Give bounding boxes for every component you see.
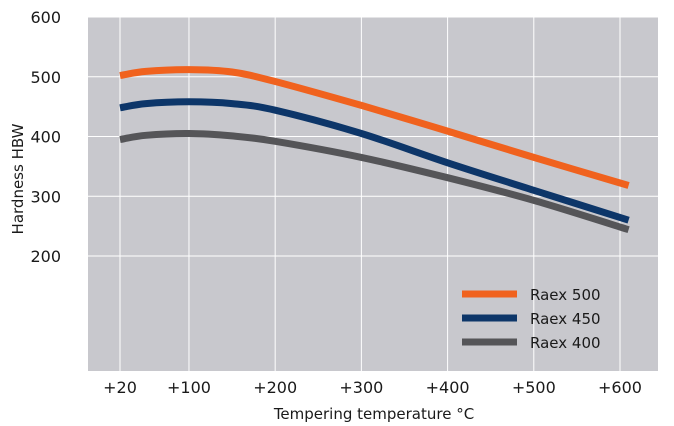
- x-axis-ticks: +20 +100 +200 +300 +400 +500 +600: [103, 378, 642, 397]
- x-tick-label: +100: [167, 378, 211, 397]
- series-lines: [119, 66, 630, 234]
- y-tick-label: 400: [30, 128, 61, 147]
- x-tick-label: +400: [426, 378, 470, 397]
- x-tick-label: +20: [103, 378, 137, 397]
- legend-label: Raex 500: [530, 286, 601, 304]
- y-tick-label: 300: [30, 187, 61, 206]
- series-line-raex-400: [119, 129, 630, 234]
- plot-area: [88, 17, 658, 371]
- legend-label: Raex 400: [530, 334, 601, 352]
- x-tick-label: +600: [598, 378, 642, 397]
- x-axis-title: Tempering temperature °C: [273, 405, 474, 423]
- legend-label: Raex 450: [530, 310, 601, 328]
- x-tick-label: +300: [339, 378, 383, 397]
- series-line-raex-450: [119, 98, 630, 224]
- series-line-raex-500: [119, 66, 630, 189]
- y-tick-label: 600: [30, 8, 61, 27]
- y-tick-label: 200: [30, 247, 61, 266]
- legend: Raex 500 Raex 450 Raex 400: [462, 286, 601, 352]
- y-axis-title: Hardness HBW: [9, 123, 27, 234]
- x-tick-label: +200: [253, 378, 297, 397]
- y-axis-ticks: 200 300 400 500 600: [30, 8, 61, 266]
- x-tick-label: +500: [512, 378, 556, 397]
- y-tick-label: 500: [30, 68, 61, 87]
